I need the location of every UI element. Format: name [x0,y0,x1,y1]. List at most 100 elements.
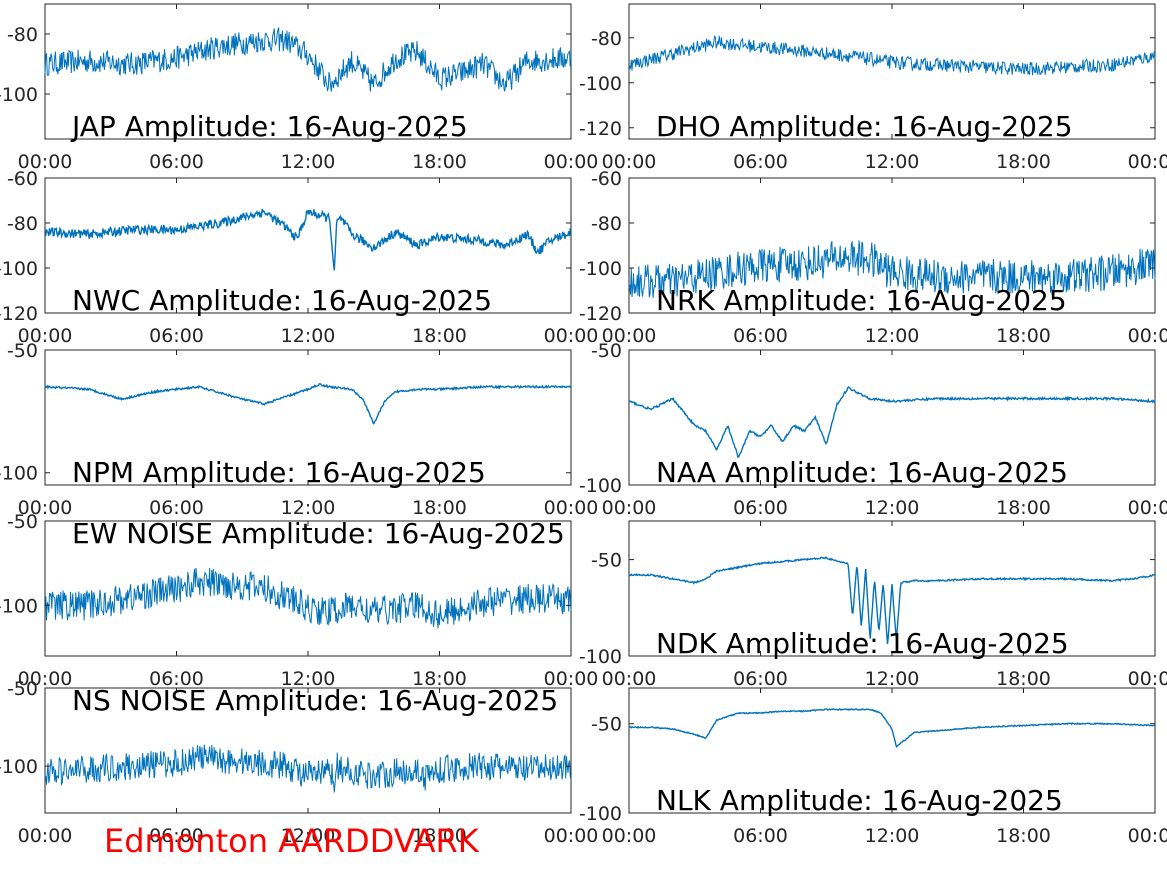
y-tick-label: -100 [579,258,622,280]
series-line [44,567,572,629]
plot-area [44,687,572,814]
x-tick-label: 12:00 [281,825,336,847]
x-tick-label: 00:00 [1128,825,1167,847]
x-tick-label: 12:00 [865,325,920,347]
series-line [628,556,1156,644]
x-tick-label: 00:00 [602,668,657,690]
y-tick-label: -80 [591,28,622,50]
plot-area [628,349,1156,486]
y-tick-label: -50 [7,340,38,362]
x-tick-label: 06:00 [149,151,204,173]
x-tick-label: 00:00 [18,151,73,173]
panel-title: NAA Amplitude: 16-Aug-2025 [656,456,1068,489]
x-tick-label: 12:00 [281,668,336,690]
x-tick-label: 06:00 [733,151,788,173]
y-tick-label: -120 [0,303,38,325]
x-tick-label: 00:00 [1128,497,1167,519]
y-tick-label: -50 [591,550,622,572]
x-tick-label: 00:00 [602,825,657,847]
y-tick-label: -100 [579,73,622,95]
x-tick-label: 00:00 [18,497,73,519]
x-tick-label: 00:00 [602,497,657,519]
panel-title: NWC Amplitude: 16-Aug-2025 [72,284,492,317]
y-tick-label: -60 [591,168,622,190]
panel-4: 00:00 06:00 12:00 18:00 00:00 -60 -80 -100 -120 N… [579,168,1167,347]
y-tick-label: -120 [579,303,622,325]
x-tick-label: 00:00 [544,325,599,347]
x-tick-label: 18:00 [412,825,467,847]
panel-title: JAP Amplitude: 16-Aug-2025 [70,110,468,143]
x-tick-label: 00:00 [544,151,599,173]
x-tick-label: 18:00 [996,825,1051,847]
y-tick-label: -100 [579,646,622,668]
panel-10: 00:00 06:00 12:00 18:00 00:00 -50 -100 NLK Ampl… [579,687,1167,847]
x-tick-label: 00:00 [18,668,73,690]
y-tick-label: -50 [7,678,38,700]
x-tick-label: 18:00 [412,668,467,690]
panel-title: EW NOISE Amplitude: 16-Aug-2025 [72,517,565,550]
x-tick-label: 12:00 [281,151,336,173]
panel-title: NS NOISE Amplitude: 16-Aug-2025 [72,684,558,717]
x-tick-label: 12:00 [865,497,920,519]
x-tick-label: 00:00 [18,325,73,347]
x-tick-label: 06:00 [733,825,788,847]
plot-area [628,3,1156,140]
panel-1: 00:00 06:00 12:00 18:00 00:00 -80 -100 JAP Ampl… [0,3,599,173]
x-tick-label: 06:00 [149,668,204,690]
x-tick-label: 18:00 [996,668,1051,690]
series-line [628,386,1156,459]
x-tick-label: 12:00 [865,151,920,173]
y-tick-label: -80 [591,213,622,235]
series-line [44,383,572,425]
panel-3: 00:00 06:00 12:00 18:00 00:00 -60 -80 -100 -120 N… [0,168,598,347]
x-tick-label: 06:00 [733,325,788,347]
panel-title: NDK Amplitude: 16-Aug-2025 [656,627,1069,660]
x-tick-label: 12:00 [865,668,920,690]
x-tick-label: 00:00 [1128,325,1167,347]
y-tick-label: -100 [579,803,622,825]
y-tick-label: -100 [0,463,38,485]
panel-title: NRK Amplitude: 16-Aug-2025 [656,284,1067,317]
series-line [628,240,1156,298]
y-tick-label: -80 [7,213,38,235]
x-tick-label: 00:00 [1128,151,1167,173]
panel-6: 00:00 06:00 12:00 18:00 00:00 -50 -100 NAA Ampl… [579,340,1167,519]
panel-8: 00:00 06:00 12:00 18:00 00:00 -50 -100 NDK Ampl… [579,520,1167,690]
y-tick-label: -100 [0,756,38,778]
series-line [44,26,572,92]
series-line [628,35,1156,76]
y-tick-label: -60 [7,168,38,190]
y-tick-label: -50 [591,714,622,736]
y-tick-label: -100 [579,475,622,497]
panel-2: 00:00 06:00 12:00 18:00 00:00 -80 -100 -120 DHO … [579,3,1167,173]
x-tick-label: 00:00 [602,325,657,347]
series-line [44,744,572,793]
panel-7: 00:00 06:00 12:00 18:00 00:00 -50 -100 EW NOISE… [0,511,598,690]
panel-title: NPM Amplitude: 16-Aug-2025 [72,456,486,489]
y-tick-label: -80 [7,24,38,46]
x-tick-label: 06:00 [149,325,204,347]
x-tick-label: 18:00 [996,325,1051,347]
x-tick-label: 18:00 [996,497,1051,519]
x-tick-label: 12:00 [281,325,336,347]
station-label: Edmonton AARDDVARK [104,822,479,860]
x-tick-label: 18:00 [996,151,1051,173]
plot-area [628,687,1156,814]
x-tick-label: 06:00 [733,668,788,690]
x-tick-label: 00:00 [544,497,599,519]
plot-area [44,349,572,486]
x-tick-label: 06:00 [149,825,204,847]
x-tick-label: 00:00 [544,668,599,690]
y-tick-label: -50 [7,511,38,533]
y-tick-label: -50 [591,340,622,362]
y-tick-label: -100 [0,595,38,617]
panel-9: 00:00 06:00 12:00 18:00 00:00 -50 -100 NS NOISE… [0,678,598,847]
panel-5: 00:00 06:00 12:00 18:00 00:00 -50 -100 NPM Ampl… [0,340,598,519]
panel-title: DHO Amplitude: 16-Aug-2025 [656,110,1073,143]
panel-title: NLK Amplitude: 16-Aug-2025 [656,784,1063,817]
x-tick-label: 00:00 [544,825,599,847]
x-tick-label: 18:00 [412,151,467,173]
x-tick-label: 18:00 [412,325,467,347]
x-tick-label: 12:00 [865,825,920,847]
